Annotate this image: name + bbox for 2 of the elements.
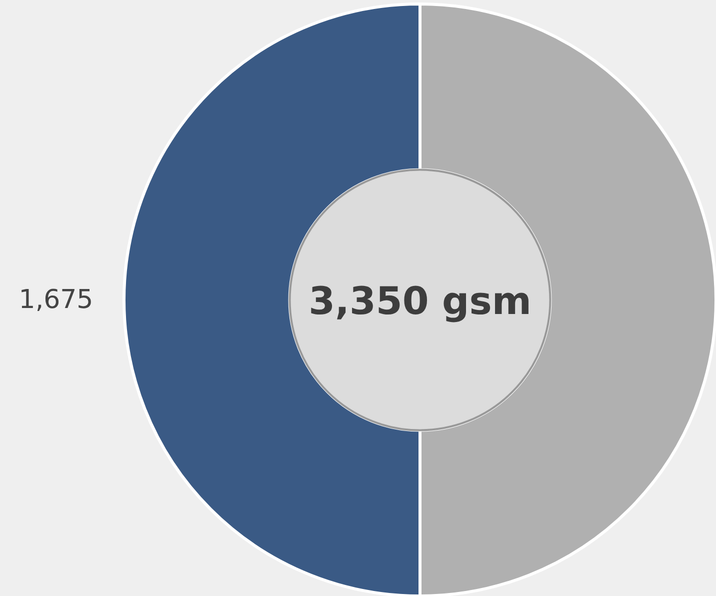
data-label: 1,675	[18, 285, 94, 315]
text: 3,350 gsm	[308, 279, 532, 323]
